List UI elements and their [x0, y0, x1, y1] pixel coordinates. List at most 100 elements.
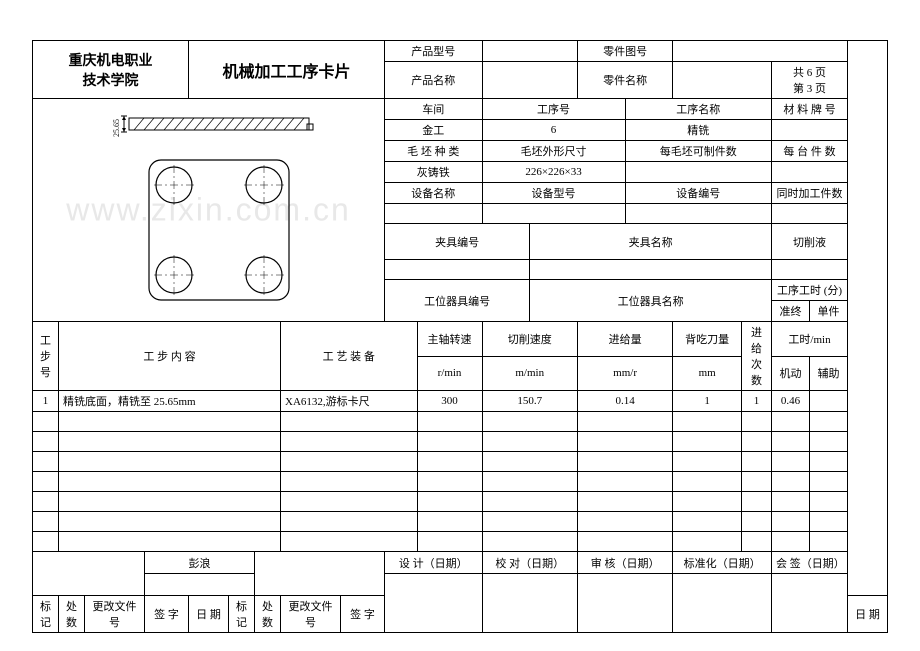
fixture-name — [530, 260, 772, 280]
workshop: 金工 — [385, 120, 483, 141]
sig-label: 签 字 — [145, 596, 189, 633]
dim-text: 25.65 — [112, 119, 121, 137]
equipment-label: 工 艺 装 备 — [281, 322, 418, 391]
table-row — [33, 412, 888, 432]
step-no: 1 — [33, 391, 59, 412]
blank-type-label: 毛 坯 种 类 — [385, 141, 483, 162]
passes-label: 进给次数 — [742, 322, 772, 391]
time-label: 工时/min — [772, 322, 848, 357]
equip-model-label: 设备型号 — [482, 183, 625, 204]
bottom-view — [149, 160, 289, 300]
table-row — [33, 452, 888, 472]
tool-no-label: 工位器具编号 — [385, 280, 530, 322]
footer-row-2 — [33, 574, 888, 596]
footer-row-1: 彭浪 设 计（日期） 校 对（日期） 审 核（日期） 标准化（日期） 会 签（日… — [33, 552, 888, 574]
time-machine-label: 机动 — [772, 356, 810, 391]
simul-parts-label: 同时加工件数 — [772, 183, 848, 204]
step-cut: 150.7 — [482, 391, 577, 412]
step-feed: 0.14 — [577, 391, 672, 412]
depth-unit: mm — [673, 356, 742, 391]
qty-label-2: 处数 — [255, 596, 281, 633]
product-name — [482, 62, 577, 99]
prep-label: 准终 — [772, 301, 810, 322]
step-passes: 1 — [742, 391, 772, 412]
equip-name — [385, 204, 483, 224]
part-name — [673, 62, 772, 99]
page-info: 共 6 页 第 3 页 — [772, 62, 848, 99]
parts-per-blank-label: 每毛坯可制件数 — [625, 141, 771, 162]
parts-per-blank — [625, 162, 771, 183]
process-no-label: 工序号 — [482, 99, 625, 120]
process-name-label: 工序名称 — [625, 99, 771, 120]
spindle-label: 主轴转速 — [417, 322, 482, 357]
date-label: 日 期 — [189, 596, 229, 633]
step-equip: XA6132,游标卡尺 — [281, 391, 418, 412]
step-content-label: 工 步 内 容 — [59, 322, 281, 391]
table-row: 1 精铣底面，精铣至 25.65mm XA6132,游标卡尺 300 150.7… — [33, 391, 888, 412]
date-label-2: 日 期 — [848, 596, 888, 633]
equip-name-label: 设备名称 — [385, 183, 483, 204]
step-content: 精铣底面，精铣至 25.65mm — [59, 391, 281, 412]
table-row — [33, 472, 888, 492]
equip-model — [482, 204, 625, 224]
file-label: 更改文件号 — [85, 596, 145, 633]
process-no: 6 — [482, 120, 625, 141]
step-no-label: 工步号 — [33, 322, 59, 391]
part-drawing — [673, 41, 848, 62]
part-name-label: 零件名称 — [577, 62, 672, 99]
diagram-cell: www.zixin.com.cn — [33, 99, 385, 322]
mark-label: 标记 — [33, 596, 59, 633]
workshop-label: 车间 — [385, 99, 483, 120]
audit-label: 审 核（日期） — [577, 552, 672, 574]
org-name: 重庆机电职业 技术学院 — [33, 41, 189, 99]
designer-name: 彭浪 — [145, 552, 255, 574]
blank-size: 226×226×33 — [482, 162, 625, 183]
sign-label: 会 签（日期） — [772, 552, 848, 574]
info-row-1: www.zixin.com.cn — [33, 99, 888, 120]
check-label: 校 对（日期） — [482, 552, 577, 574]
coolant-label: 切削液 — [772, 224, 848, 260]
step-machine: 0.46 — [772, 391, 810, 412]
simul-parts — [772, 204, 848, 224]
feed-label: 进给量 — [577, 322, 672, 357]
material-label: 材 料 牌 号 — [772, 99, 848, 120]
top-view: 25.65 — [112, 116, 313, 137]
qty-label: 处数 — [59, 596, 85, 633]
table-row — [33, 532, 888, 552]
unit-label: 单件 — [810, 301, 848, 322]
std-label: 标准化（日期） — [673, 552, 772, 574]
process-card: 重庆机电职业 技术学院 机械加工工序卡片 产品型号 零件图号 产品名称 零件名称… — [32, 40, 888, 633]
depth-label: 背吃刀量 — [673, 322, 742, 357]
parts-per-unit-label: 每 台 件 数 — [772, 141, 848, 162]
material — [772, 120, 848, 141]
process-name: 精铣 — [625, 120, 771, 141]
blank-type: 灰铸铁 — [385, 162, 483, 183]
equip-no-label: 设备编号 — [625, 183, 771, 204]
step-aux — [810, 391, 848, 412]
cut-speed-unit: m/min — [482, 356, 577, 391]
table-row — [33, 492, 888, 512]
header-row-1: 重庆机电职业 技术学院 机械加工工序卡片 产品型号 零件图号 — [33, 41, 888, 62]
time-aux-label: 辅助 — [810, 356, 848, 391]
product-model — [482, 41, 577, 62]
parts-per-unit — [772, 162, 848, 183]
product-name-label: 产品名称 — [385, 62, 483, 99]
table-row — [33, 512, 888, 532]
doc-title: 机械加工工序卡片 — [189, 41, 385, 99]
design-label: 设 计（日期） — [385, 552, 483, 574]
table-header-1: 工步号 工 步 内 容 工 艺 装 备 主轴转速 切削速度 进给量 背吃刀量 进… — [33, 322, 888, 357]
process-time-label: 工序工时 (分) — [772, 280, 848, 301]
product-model-label: 产品型号 — [385, 41, 483, 62]
part-drawing-label: 零件图号 — [577, 41, 672, 62]
blank-size-label: 毛坯外形尺寸 — [482, 141, 625, 162]
table-row — [33, 432, 888, 452]
step-depth: 1 — [673, 391, 742, 412]
part-diagram: 25.65 — [69, 110, 349, 310]
file-label-2: 更改文件号 — [281, 596, 341, 633]
step-spindle: 300 — [417, 391, 482, 412]
mark-label-2: 标记 — [229, 596, 255, 633]
coolant — [772, 260, 848, 280]
fixture-no-label: 夹具编号 — [385, 224, 530, 260]
sig-label-2: 签 字 — [341, 596, 385, 633]
fixture-name-label: 夹具名称 — [530, 224, 772, 260]
